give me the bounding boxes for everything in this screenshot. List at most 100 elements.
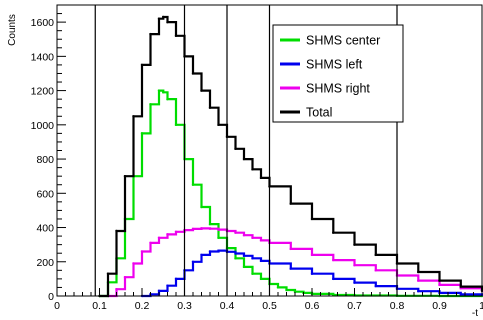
data-point [162, 15, 165, 19]
data-point [191, 260, 195, 263]
data-point [310, 253, 314, 257]
data-point [374, 269, 377, 272]
data-point [149, 241, 152, 245]
data-point [310, 272, 314, 275]
data-point [289, 202, 292, 205]
data-point [285, 288, 288, 292]
x-tick-label: 0.1 [92, 300, 107, 312]
data-point [157, 17, 161, 20]
data-point [166, 20, 169, 24]
data-point [208, 222, 212, 226]
x-tick-label: 0.8 [390, 300, 405, 312]
data-point [332, 277, 335, 281]
data-point [208, 227, 212, 230]
data-point [115, 287, 118, 291]
data-point [310, 217, 314, 221]
data-point [157, 289, 161, 293]
x-tick-label: 0 [54, 300, 60, 312]
data-point [200, 227, 203, 230]
data-point [208, 250, 212, 253]
data-point [251, 168, 254, 171]
data-point [149, 103, 152, 106]
y-tick-label: 1000 [31, 120, 55, 132]
data-point [217, 236, 220, 239]
data-point [417, 279, 420, 282]
data-point [191, 227, 195, 231]
data-point [174, 230, 178, 234]
legend-label: SHMS center [306, 34, 380, 48]
data-point [191, 183, 195, 186]
data-point [162, 91, 165, 94]
data-point [123, 275, 127, 279]
data-point [123, 174, 127, 178]
data-point [438, 279, 441, 282]
data-point [242, 157, 246, 161]
data-point [115, 229, 118, 233]
data-point [200, 89, 203, 92]
data-point [174, 34, 178, 38]
data-point [140, 132, 144, 135]
series-line-0 [99, 89, 482, 298]
x-tick-label: 0.2 [135, 300, 150, 312]
data-point [200, 205, 203, 209]
data-point [259, 176, 263, 180]
data-point [242, 234, 246, 237]
legend-box [272, 24, 404, 123]
data-point [353, 281, 356, 284]
legend-items: SHMS center SHMS left SHMS right Total [280, 34, 380, 120]
y-tick-label: 1600 [31, 17, 55, 29]
data-point [234, 257, 237, 260]
data-point [157, 236, 161, 239]
y-tick-label: 200 [36, 257, 54, 269]
data-point [374, 253, 377, 257]
x-tick-label: 0.3 [177, 300, 192, 312]
data-point [234, 147, 237, 150]
data-point [417, 270, 420, 274]
y-tick-label: 800 [36, 154, 54, 166]
data-point [251, 272, 254, 275]
y-tick-label: 1200 [31, 86, 55, 98]
data-point [242, 265, 246, 269]
data-point [106, 272, 110, 275]
data-point [293, 290, 297, 293]
data-point [140, 63, 144, 67]
x-axis-title: -t [472, 308, 478, 319]
data-point [289, 247, 292, 251]
data-point [242, 254, 246, 257]
x-tick-label: 0.5 [262, 300, 277, 312]
y-tick-label: 400 [36, 223, 54, 235]
data-point [234, 252, 237, 255]
data-point [353, 263, 356, 267]
data-point [353, 243, 356, 246]
data-point [259, 277, 263, 281]
y-tick-label: 0 [48, 291, 54, 303]
data-point [217, 123, 220, 127]
x-tick-label: 0.4 [220, 300, 235, 312]
y-axis-title: Counts [7, 14, 18, 46]
data-point [166, 284, 169, 287]
data-point [166, 97, 169, 101]
data-point [332, 258, 335, 262]
data-point [259, 259, 263, 263]
data-point [251, 236, 254, 239]
legend-label: Total [306, 106, 332, 120]
x-tick-label: 0.9 [432, 300, 447, 312]
data-point [417, 290, 420, 293]
data-point [132, 262, 135, 265]
x-tick-label: 0.6 [305, 300, 320, 312]
series-line-2 [108, 227, 483, 298]
y-tick-label: 1400 [31, 51, 55, 63]
data-point [174, 123, 178, 127]
legend: SHMS center SHMS left SHMS right Total [272, 24, 404, 123]
data-point [459, 285, 462, 288]
data-point [217, 228, 220, 231]
data-point [374, 284, 377, 288]
y-tick-label: 600 [36, 188, 54, 200]
data-point [276, 286, 280, 289]
data-point [217, 249, 220, 252]
data-point [140, 250, 144, 253]
data-point [174, 277, 178, 281]
data-point [259, 239, 263, 242]
data-point [166, 233, 169, 236]
